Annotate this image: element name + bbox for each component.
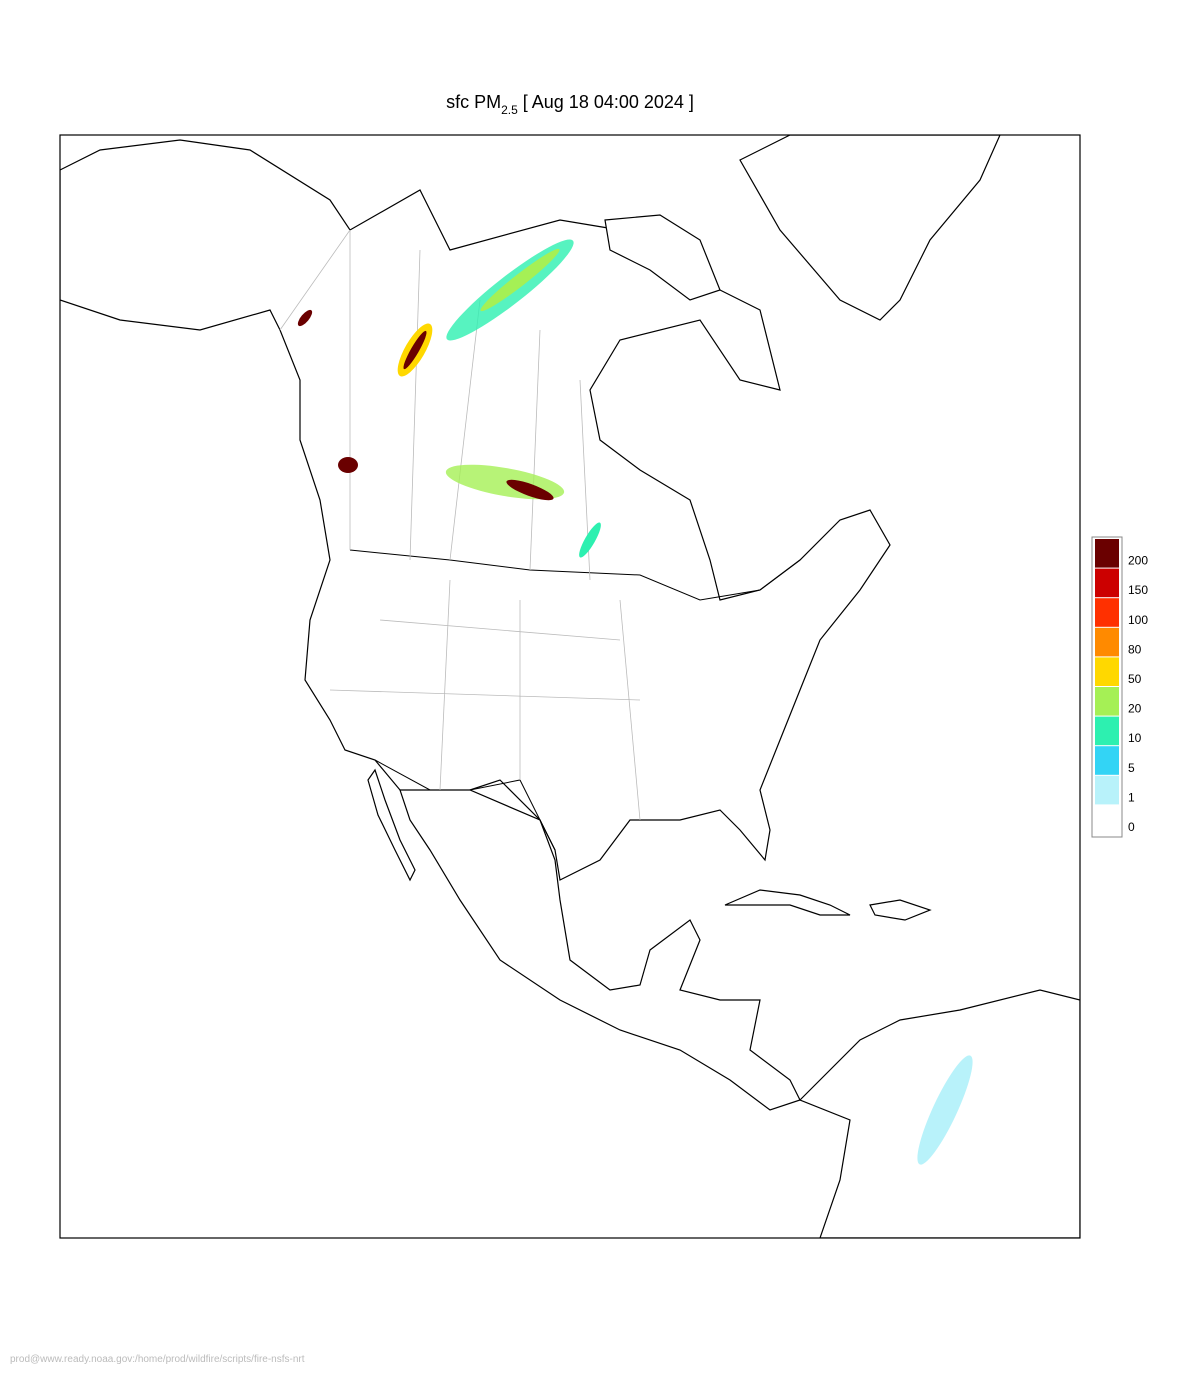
legend-label: 0	[1128, 820, 1135, 834]
map	[59, 134, 1081, 1239]
legend-label: 100	[1128, 613, 1148, 627]
cuba	[724, 889, 851, 916]
title-subscript: 2.5	[501, 103, 518, 117]
legend-swatch	[1095, 805, 1119, 834]
baja	[367, 768, 416, 882]
legend-swatch	[1095, 598, 1119, 627]
legend-label: 80	[1128, 642, 1142, 656]
legend-swatch	[1095, 657, 1119, 686]
us-mexico-border	[374, 759, 556, 851]
title-suffix: [ Aug 18 04:00 2024 ]	[523, 92, 694, 112]
legend-frame	[1091, 536, 1123, 838]
legend-label: 150	[1128, 583, 1148, 597]
legend-label: 1	[1128, 790, 1135, 804]
legend-swatch	[1095, 775, 1119, 805]
legend-swatch	[1095, 687, 1119, 716]
legend-label: 10	[1128, 731, 1142, 745]
map-frame	[59, 134, 1081, 1239]
plume	[297, 309, 313, 327]
legend-label: 50	[1128, 672, 1142, 686]
legend-label: 20	[1128, 702, 1142, 716]
plume	[338, 457, 358, 473]
legend-swatch	[1095, 627, 1119, 657]
greenland	[739, 135, 1001, 321]
legend-swatch	[1095, 568, 1119, 598]
footer: prod@www.ready.noaa.gov:/home/prod/wildf…	[10, 1354, 305, 1365]
hispaniola	[869, 899, 932, 921]
mexico-central-america	[399, 789, 801, 1111]
smoke-plumes	[297, 239, 973, 1165]
plume	[506, 479, 554, 501]
legend-label: 200	[1128, 554, 1148, 568]
map-title: sfc PM2.5 [ Aug 18 04:00 2024 ]	[446, 92, 694, 117]
plume	[403, 330, 427, 370]
legend-label: 5	[1128, 761, 1135, 775]
legend-swatch	[1095, 539, 1119, 568]
province-borders	[279, 229, 641, 821]
plume	[579, 522, 601, 558]
title-prefix: sfc PM	[446, 92, 501, 112]
plume	[480, 248, 560, 312]
legend-swatch	[1095, 716, 1119, 746]
plume	[917, 1055, 973, 1165]
legend: 0 1 5 10 20 50 80 100 150 200	[1091, 536, 1148, 838]
baffin-island	[604, 214, 721, 301]
legend-swatch	[1095, 746, 1119, 775]
